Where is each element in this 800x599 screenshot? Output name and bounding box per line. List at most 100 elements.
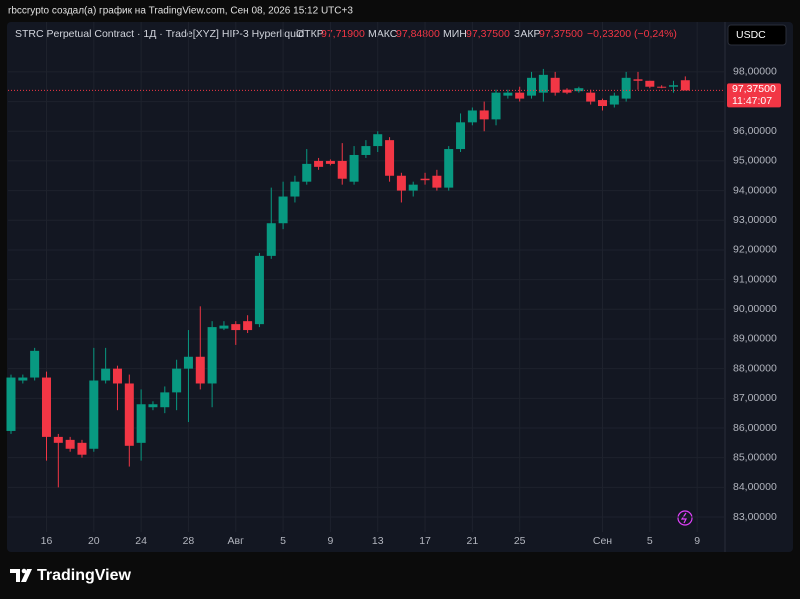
brand: TradingView [37, 567, 132, 584]
y-tick-label: 96,00000 [733, 125, 777, 137]
candle-body [302, 163, 312, 182]
candle-body [574, 88, 584, 92]
x-tick-label: 16 [41, 535, 53, 547]
alert-icon[interactable] [677, 510, 693, 526]
candle-body [231, 324, 241, 331]
candle-body [444, 149, 454, 188]
currency-button[interactable] [727, 24, 787, 46]
x-tick-label: 17 [419, 535, 431, 547]
x-tick-label: Сен [593, 535, 612, 547]
candle-body [266, 223, 276, 256]
candle-body [207, 327, 217, 384]
candle-body [633, 79, 643, 81]
candle-body [408, 184, 418, 191]
candle-body [290, 181, 300, 197]
candle-body [30, 350, 40, 378]
x-tick-label: 9 [694, 535, 700, 547]
candle-body [479, 110, 489, 120]
candle-body [337, 160, 347, 179]
x-tick-label: 20 [88, 535, 100, 547]
y-tick-label: 88,00000 [733, 362, 777, 374]
open-label: ОТКР [296, 28, 324, 40]
y-tick-label: 98,00000 [733, 66, 777, 78]
candle-body [538, 74, 548, 93]
candle-body [124, 383, 134, 446]
candle-body [598, 100, 607, 107]
candle-body [136, 404, 146, 443]
attribution: rbccrypto создал(а) график на TradingVie… [8, 5, 353, 17]
y-tick-label: 95,00000 [733, 155, 777, 167]
candle-body [243, 321, 253, 331]
close-label: ЗАКР [514, 28, 540, 40]
candle-body [278, 196, 288, 224]
y-tick-label: 87,00000 [733, 392, 777, 404]
candle-body [668, 85, 678, 87]
candle-body [65, 439, 75, 449]
low-label: МИН [443, 28, 467, 40]
candle-body [503, 92, 513, 96]
logo-slash [21, 569, 32, 582]
candle-body [467, 110, 477, 123]
candle-body [254, 255, 264, 325]
y-tick-label: 84,00000 [733, 481, 777, 493]
candle-body [396, 175, 406, 191]
y-tick-label: 91,00000 [733, 273, 777, 285]
change-value: −0,23200 (−0,24%) [587, 28, 677, 40]
candle-body [219, 325, 229, 329]
y-tick-label: 86,00000 [733, 422, 777, 434]
candle-body [6, 377, 16, 431]
high-value: 97,84800 [396, 28, 440, 40]
candle-body [562, 89, 572, 93]
candle-body [314, 160, 324, 167]
plot [6, 22, 725, 532]
candle-body [361, 146, 371, 155]
candle-body [420, 178, 430, 181]
candle-body [527, 77, 537, 96]
chart-panel [7, 22, 793, 552]
candle-body [621, 77, 631, 99]
x-tick-label: 28 [183, 535, 195, 547]
candle-body [456, 122, 466, 150]
x-tick-label: 5 [647, 535, 653, 547]
candle-body [432, 175, 442, 188]
currency-label[interactable]: USDC [736, 29, 766, 41]
last-price-tag [727, 83, 781, 108]
candle-body [609, 95, 619, 105]
candle-body [195, 356, 205, 384]
candle-body [385, 140, 395, 176]
y-tick-label: 93,00000 [733, 214, 777, 226]
candle-body [77, 442, 87, 455]
last-price-label: 97,37500 [732, 83, 776, 95]
chart-title: STRC Perpetual Contract · 1Д · Trade[XYZ… [15, 28, 304, 40]
candle-body [657, 86, 667, 88]
candle-body [18, 377, 28, 381]
x-tick-label: 21 [467, 535, 479, 547]
x-tick-label: Авг [228, 535, 245, 547]
high-label: МАКС [368, 28, 398, 40]
candle-body [645, 80, 655, 87]
open-value: 97,71900 [321, 28, 365, 40]
low-value: 97,37500 [466, 28, 510, 40]
x-tick-label: 25 [514, 535, 526, 547]
y-tick-label: 90,00000 [733, 303, 777, 315]
logo-dot [21, 568, 27, 574]
y-tick-label: 94,00000 [733, 184, 777, 196]
x-tick-label: 5 [280, 535, 286, 547]
y-tick-label: 85,00000 [733, 451, 777, 463]
candle-body [101, 368, 111, 381]
overlay: 98,0000097,0000096,0000095,0000094,00000… [8, 66, 781, 547]
candle-body [515, 92, 525, 99]
brand-logo [10, 568, 32, 582]
candle-body [183, 356, 193, 369]
candle-body [550, 77, 560, 93]
logo-mark [10, 569, 20, 582]
candle-body [112, 368, 122, 384]
candle-body [89, 380, 99, 449]
candle-body [41, 377, 51, 437]
x-tick-label: 9 [327, 535, 333, 547]
candle-body [349, 154, 359, 182]
x-tick-label: 13 [372, 535, 384, 547]
close-value: 97,37500 [539, 28, 583, 40]
